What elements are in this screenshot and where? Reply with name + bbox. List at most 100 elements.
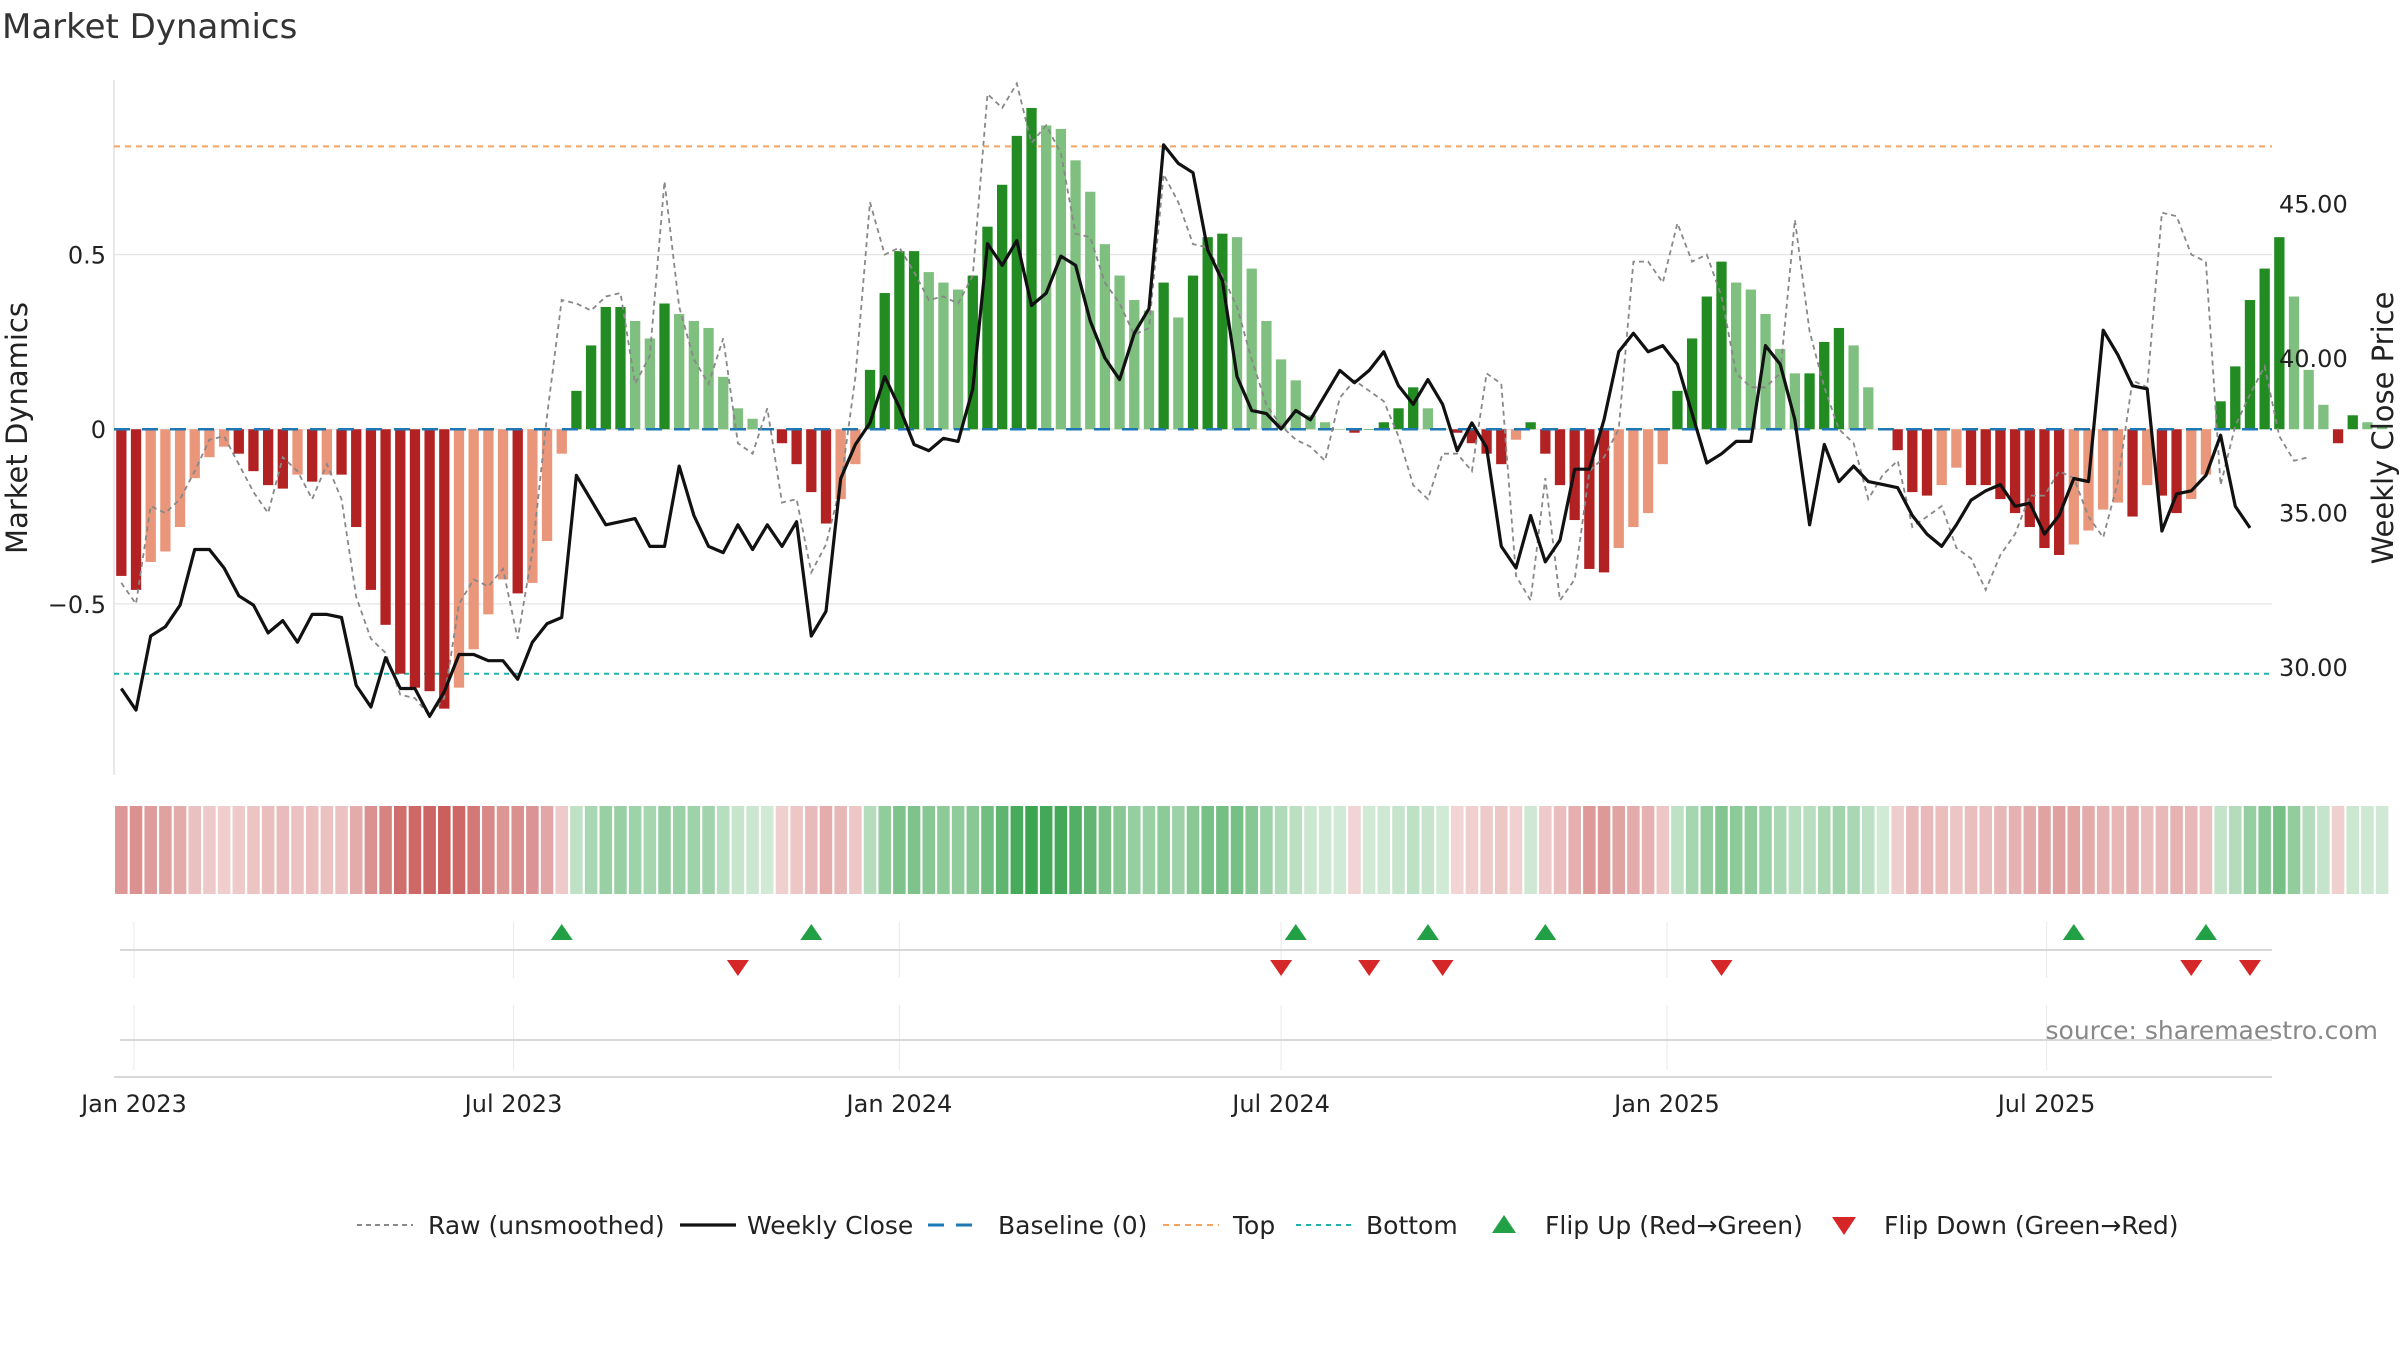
- dynamics-bar: [2186, 429, 2197, 500]
- dynamics-bar: [1041, 125, 1052, 430]
- flip-up-marker: [800, 924, 823, 940]
- heat-cell: [1920, 806, 1934, 894]
- legend-label: Flip Down (Green→Red): [1884, 1211, 2179, 1240]
- dynamics-bar: [130, 429, 142, 590]
- dynamics-bar: [2215, 401, 2226, 430]
- heat-cell: [1700, 806, 1714, 894]
- legend-item: Flip Down (Green→Red): [1832, 1211, 2179, 1240]
- heat-cell: [1216, 806, 1229, 894]
- flip-up-marker: [1284, 924, 1307, 940]
- heat-cell: [305, 806, 319, 894]
- dynamics-bar: [2274, 237, 2285, 430]
- heat-cell: [394, 806, 407, 894]
- heat-cell: [1509, 806, 1523, 894]
- dynamics-bar: [2142, 429, 2153, 486]
- heat-cell: [1465, 806, 1479, 894]
- dynamics-bar: [174, 429, 186, 528]
- source-panel-grid: [133, 1005, 2048, 1070]
- dynamics-bar: [351, 429, 362, 528]
- heat-cell: [1817, 806, 1831, 894]
- dynamics-bar: [1378, 422, 1389, 430]
- heat-cell: [1862, 806, 1875, 894]
- heat-cell: [863, 806, 877, 894]
- dynamics-bar: [439, 429, 450, 709]
- dynamics-bar: [1319, 422, 1331, 430]
- heat-cell: [1318, 806, 1332, 894]
- dynamics-bar: [1099, 244, 1111, 430]
- dynamics-bar: [1833, 327, 1845, 430]
- heat-cell: [452, 806, 466, 894]
- heat-cell: [2155, 806, 2169, 894]
- heat-cell: [1436, 806, 1449, 894]
- heat-cell: [1773, 806, 1787, 894]
- dynamics-bar: [1393, 408, 1404, 430]
- heat-cell: [203, 806, 216, 894]
- heat-cell: [2258, 806, 2271, 894]
- heat-cell: [1333, 806, 1347, 894]
- dynamics-bar: [1231, 237, 1243, 430]
- legend-item: Raw (unsmoothed): [357, 1211, 665, 1240]
- heat-cell: [628, 806, 642, 894]
- heat-cell: [1759, 806, 1772, 894]
- heat-cell: [555, 806, 569, 894]
- dynamics-bar: [395, 429, 406, 674]
- heat-cell: [1803, 806, 1816, 894]
- dynamics-bar: [879, 293, 890, 430]
- legend-label: Raw (unsmoothed): [428, 1211, 665, 1240]
- dynamics-bar: [512, 429, 523, 594]
- heat-cell: [247, 806, 260, 894]
- flip-down-marker: [2238, 960, 2261, 976]
- legend-item: Flip Up (Red→Green): [1492, 1211, 1803, 1240]
- heat-cell: [775, 806, 789, 894]
- heat-cell: [570, 806, 583, 894]
- heat-cell: [115, 806, 128, 894]
- dynamics-bar: [1848, 345, 1859, 430]
- dynamics-bar: [1070, 160, 1081, 430]
- heat-cell: [1142, 806, 1156, 894]
- heat-cell: [2302, 806, 2315, 894]
- legend-item: Top: [1163, 1211, 1275, 1240]
- flip-down-marker: [2180, 960, 2203, 976]
- heat-cell: [1083, 806, 1097, 894]
- dynamics-bar: [2156, 429, 2168, 496]
- heat-cell: [1480, 806, 1493, 894]
- heat-cell: [1450, 806, 1464, 894]
- dynamics-bar: [659, 303, 670, 430]
- dynamics-bar: [1129, 300, 1140, 430]
- heat-cell: [2170, 806, 2183, 894]
- legend-item: Baseline (0): [928, 1211, 1147, 1240]
- dynamics-bar: [556, 429, 567, 454]
- dynamics-bar: [908, 251, 920, 430]
- heat-cell: [1524, 806, 1537, 894]
- dynamics-bar: [615, 307, 626, 430]
- dynamics-bar: [820, 429, 832, 524]
- heat-cell: [1876, 806, 1890, 894]
- heat-cell: [1847, 806, 1860, 894]
- heat-cell: [2214, 806, 2227, 894]
- heat-cell: [702, 806, 715, 894]
- heat-cell: [834, 806, 847, 894]
- x-tick-label: Jul 2025: [1996, 1090, 2096, 1118]
- heat-cell: [584, 806, 598, 894]
- dynamics-bar: [1114, 275, 1125, 430]
- flip-down-marker: [1358, 960, 1381, 976]
- dynamics-bar: [747, 418, 758, 430]
- dynamics-bar: [2053, 429, 2065, 555]
- heat-cell: [2023, 806, 2037, 894]
- heat-cell: [1568, 806, 1581, 894]
- dynamics-bar: [1481, 429, 1492, 454]
- heat-cell: [643, 806, 657, 894]
- heat-cell: [379, 806, 392, 894]
- heat-cell: [761, 806, 774, 894]
- dynamics-bar: [1907, 429, 1918, 493]
- heat-cell: [878, 806, 891, 894]
- heat-cell: [805, 806, 818, 894]
- legend: Raw (unsmoothed) Weekly Close Baseline (0)…: [357, 1211, 2179, 1240]
- flip-down-markers: [726, 960, 2261, 976]
- dynamics-bar: [1936, 429, 1947, 486]
- heat-cell: [1729, 806, 1743, 894]
- heat-cell: [1685, 806, 1699, 894]
- dynamics-bar: [321, 429, 333, 475]
- heat-cell: [1788, 806, 1802, 894]
- dynamics-bar: [1217, 233, 1228, 430]
